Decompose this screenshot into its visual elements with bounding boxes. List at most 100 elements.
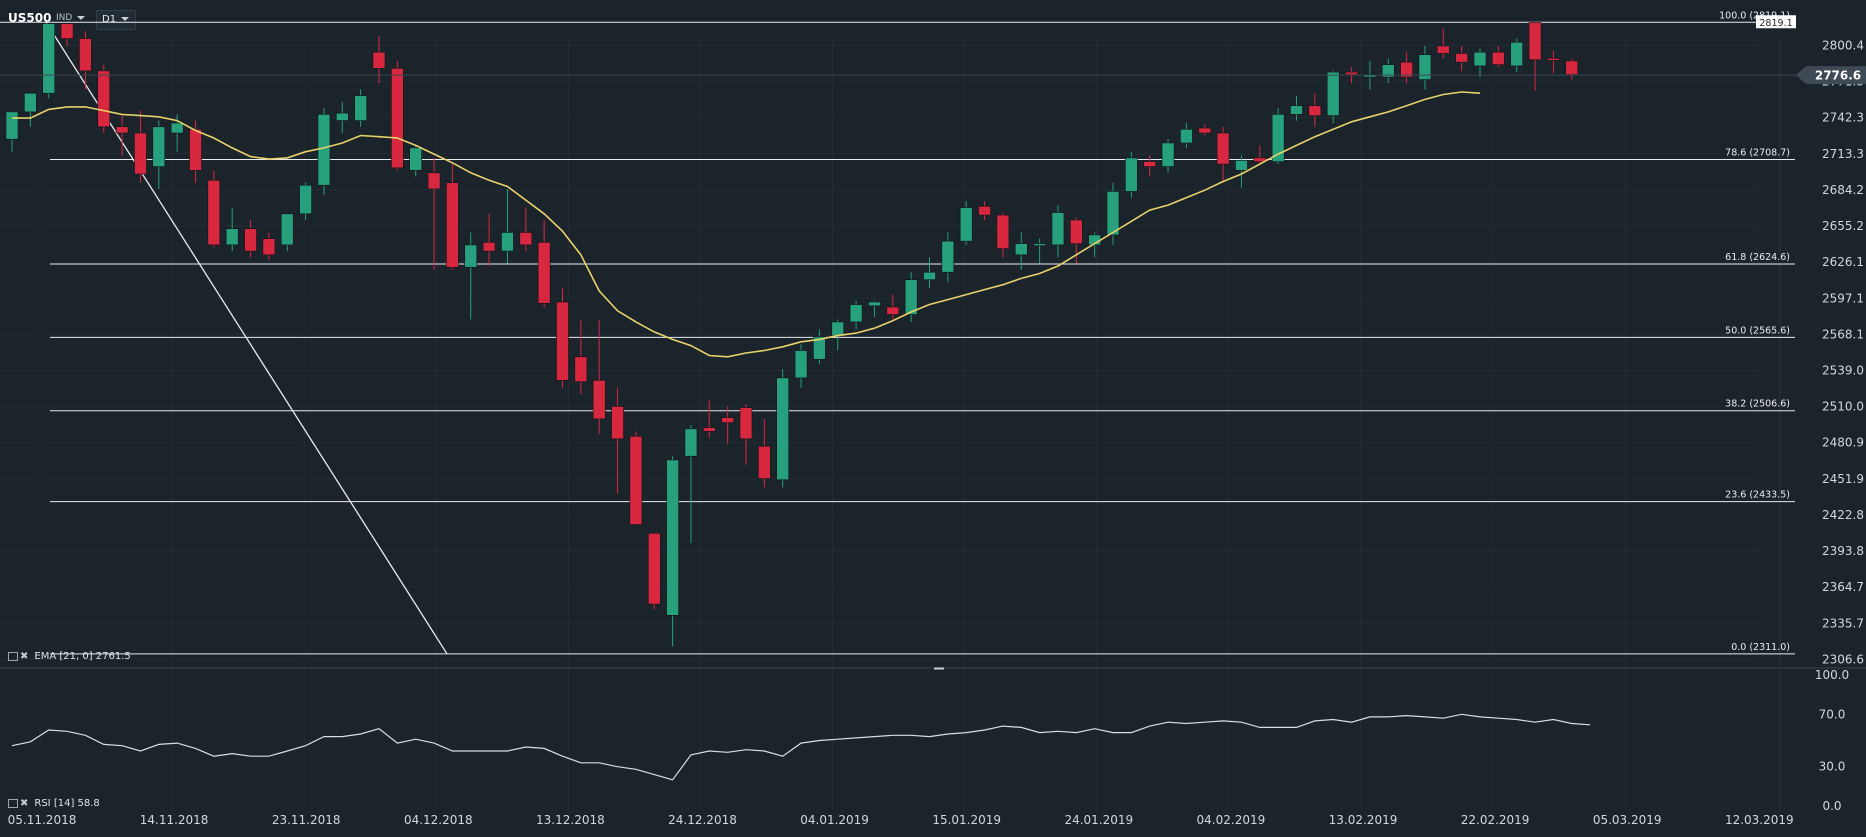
grid (0, 38, 1866, 812)
high-price-badge (1756, 15, 1796, 29)
bearish-candle (262, 238, 276, 256)
symbol-label[interactable]: US500 (8, 11, 52, 25)
bullish-candle (1326, 71, 1340, 116)
price-tick-label: 2539.0 (1822, 363, 1864, 377)
bullish-candle (317, 114, 331, 186)
bullish-candle (24, 92, 37, 113)
price-tick-label: 2713.3 (1822, 147, 1864, 161)
bearish-candle (372, 51, 386, 69)
bearish-candle (1565, 60, 1579, 75)
date-tick-label: 15.01.2019 (932, 813, 1001, 827)
bullish-candle (409, 147, 423, 171)
price-tick-label: 2626.1 (1822, 255, 1864, 269)
bearish-candle (482, 242, 496, 252)
date-tick-label: 24.12.2018 (668, 813, 737, 827)
fib-trend-line (45, 21, 448, 655)
bullish-candle (501, 232, 514, 252)
bullish-candle (868, 301, 881, 307)
price-tick-label: 2335.7 (1822, 616, 1864, 630)
settings-icon[interactable] (8, 798, 18, 808)
bullish-candle (1473, 51, 1487, 67)
bearish-candle (519, 232, 533, 246)
bearish-candle (556, 301, 569, 381)
bearish-candle (758, 445, 771, 479)
bearish-candle (996, 214, 1010, 249)
fibonacci-retracement[interactable]: 100.0 (2819.1) 78.6 (2708.7) 61.8 (2624.6)… (0, 10, 1795, 655)
bullish-candle (1033, 243, 1046, 246)
timeframe-dropdown[interactable]: D1 (96, 10, 137, 30)
bullish-candle (1381, 64, 1395, 78)
date-tick-label: 14.11.2018 (140, 813, 209, 827)
bearish-candle (978, 206, 991, 216)
instrument-type-dropdown[interactable]: IND (56, 8, 86, 28)
bearish-candle (739, 407, 753, 440)
timeframe-label: D1 (102, 14, 117, 25)
current-price-value: 2776.6 (1815, 69, 1861, 83)
bullish-candle (1106, 191, 1120, 236)
bearish-candle (592, 380, 606, 420)
bearish-candle (647, 532, 661, 605)
bullish-candle (849, 304, 863, 323)
bullish-candle (170, 122, 184, 134)
bearish-candle (721, 417, 734, 423)
bullish-candle (1418, 54, 1432, 80)
chart-toolbar: US500 IND D1 (0, 0, 1866, 38)
bullish-candle (794, 350, 808, 379)
bullish-candle (299, 184, 312, 215)
bearish-candle (1547, 58, 1560, 61)
bullish-candle (1161, 142, 1175, 167)
rsi-tick-label: 30.0 (1819, 760, 1846, 774)
bearish-candle (1143, 161, 1156, 167)
bullish-candle (42, 23, 56, 94)
price-tick-label: 2480.9 (1822, 436, 1864, 450)
bearish-candle (115, 126, 129, 134)
fib-level-label: 0.0 (2311.0) (1731, 642, 1790, 653)
bullish-candle (1235, 160, 1248, 171)
bearish-candle (1455, 53, 1468, 63)
bearish-candle (134, 132, 147, 175)
rsi-indicator-label[interactable]: ✖ RSI [14] 58.8 (8, 797, 100, 811)
price-tick-label: 2568.1 (1822, 327, 1864, 341)
bearish-candle (1345, 71, 1358, 75)
bullish-candle (959, 207, 973, 242)
ema-line (12, 91, 1481, 358)
bearish-candle (1400, 61, 1413, 78)
date-tick-label: 04.12.2018 (404, 813, 473, 827)
bullish-candle (464, 244, 478, 268)
price-tick-label: 2597.1 (1822, 291, 1864, 305)
bearish-candle (1253, 157, 1267, 162)
fib-level-label: 78.6 (2708.7) (1725, 147, 1790, 158)
fib-level-label: 38.2 (2506.6) (1725, 399, 1790, 410)
bearish-candle (79, 38, 92, 72)
date-tick-label: 12.03.2019 (1725, 813, 1794, 827)
fib-level-label: 50.0 (2565.6) (1725, 325, 1790, 336)
bearish-candle (189, 128, 202, 171)
bullish-candle (152, 126, 166, 167)
settings-icon[interactable] (8, 651, 18, 661)
bearish-candle (1198, 127, 1212, 134)
bearish-candle (1528, 22, 1542, 60)
price-tick-label: 2510.0 (1822, 400, 1864, 414)
bearish-candle (1308, 105, 1322, 116)
close-icon[interactable]: ✖ (20, 798, 29, 809)
rsi-panel: 100.0 70.0 30.0 0.0 (11, 668, 1849, 813)
date-tick-label: 22.02.2019 (1461, 813, 1530, 827)
bearish-candle (1070, 219, 1083, 244)
chevron-down-icon (121, 17, 130, 21)
ema-indicator-label[interactable]: ✖ EMA [21, 0] 2761.5 (8, 650, 131, 664)
bearish-candle (1492, 51, 1505, 65)
bullish-candle (1125, 157, 1138, 192)
instrument-type-label: IND (56, 13, 73, 23)
bearish-candle (1437, 45, 1450, 54)
bullish-candle (941, 240, 955, 273)
date-tick-label: 23.11.2018 (272, 813, 341, 827)
close-icon[interactable]: ✖ (20, 651, 29, 662)
fib-level-label: 100.0 (2819.1) (1719, 10, 1790, 21)
rsi-line (11, 713, 1591, 781)
date-tick-label: 05.11.2018 (8, 813, 77, 827)
fib-level-label: 61.8 (2624.6) (1725, 252, 1790, 263)
bullish-candle (1051, 212, 1065, 246)
ema-polyline (12, 91, 1481, 358)
bullish-candle (831, 321, 845, 336)
